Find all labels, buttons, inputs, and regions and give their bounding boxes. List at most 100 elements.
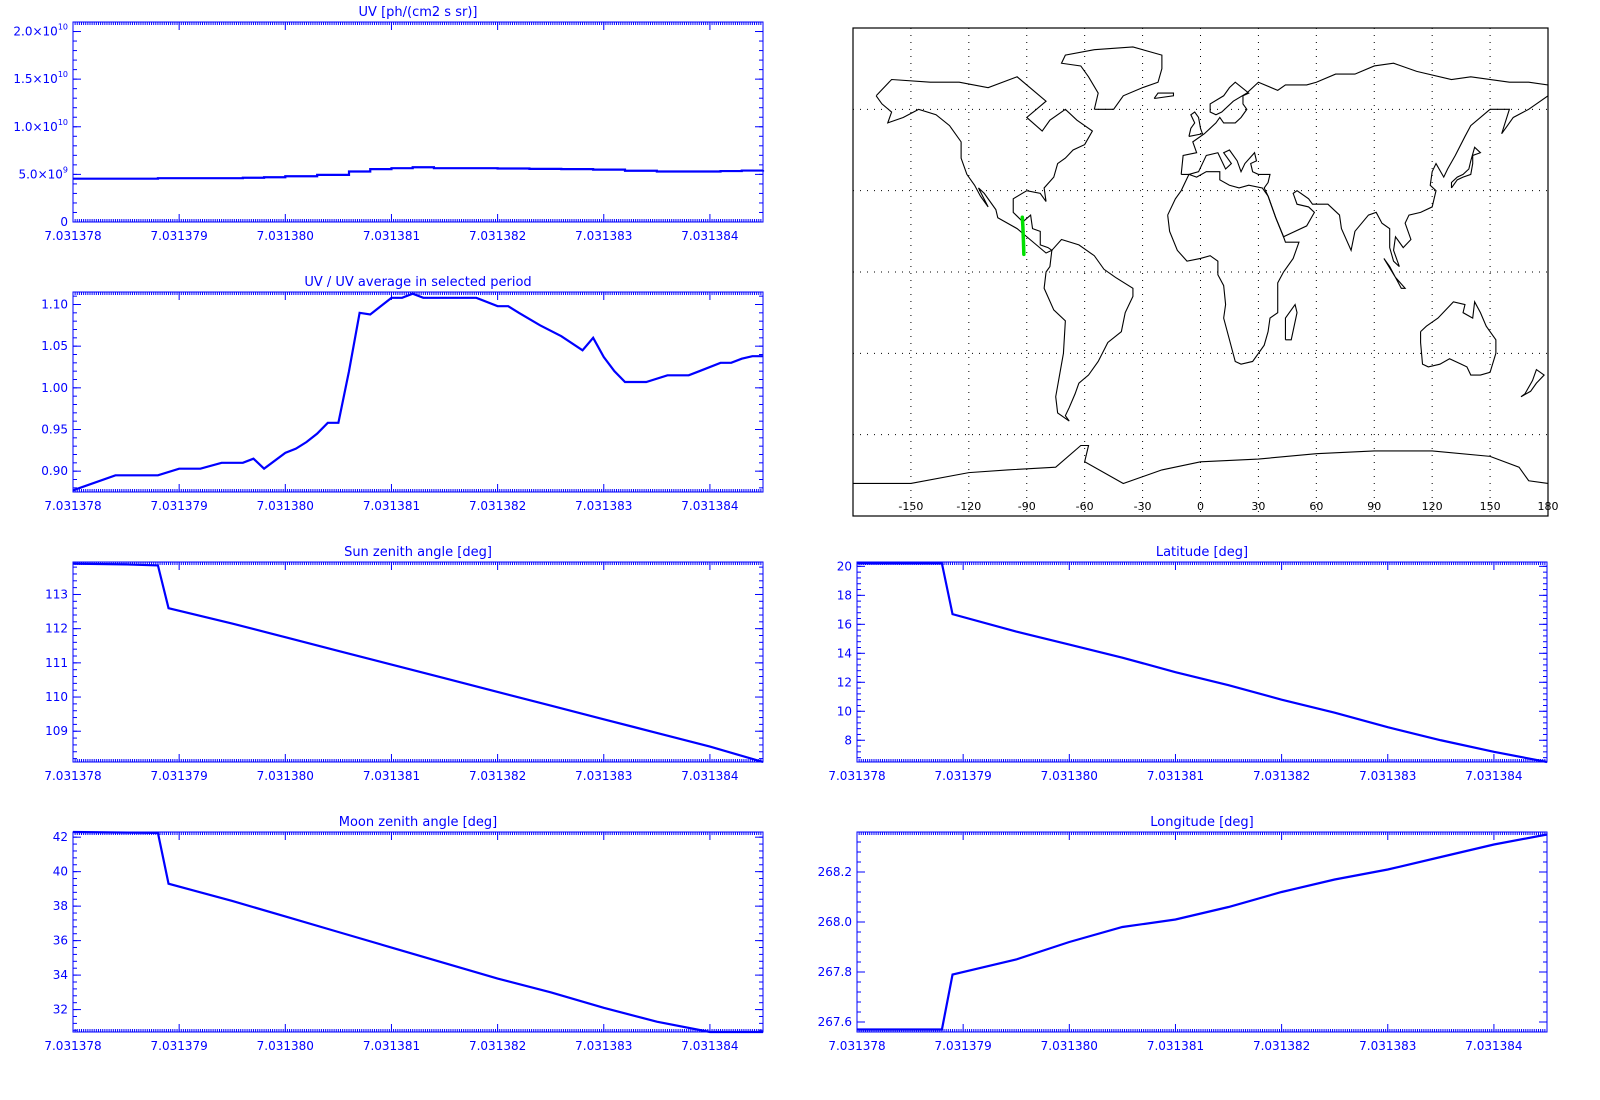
coastline (1167, 171, 1300, 365)
coastline (1284, 303, 1298, 341)
plot-frame (72, 561, 764, 763)
y-tick-label: 16 (837, 617, 852, 631)
y-tick-label: 1.0×1010 (13, 118, 68, 134)
y-tick-label: 268.0 (818, 915, 852, 929)
y-tick-exponent: 10 (58, 70, 68, 79)
y-tick-label: 18 (837, 588, 852, 602)
y-tick-exponent: 10 (58, 118, 68, 127)
y-tick-label: 109 (45, 724, 68, 738)
x-tick-label: 7.031379 (151, 499, 208, 513)
coastline (1520, 368, 1545, 398)
coastline (1383, 258, 1407, 289)
chart-panel-6: Longitude [deg] 7.031378 7.031379 7.031380 7… (818, 815, 1548, 1053)
x-tick-label: 7.031379 (935, 769, 992, 783)
x-tick-label: 7.031379 (151, 229, 208, 243)
y-tick-label: 42 (53, 830, 68, 844)
y-tick-mantissa: 2.0×10 (13, 25, 57, 39)
y-tick-label: 0.95 (41, 423, 68, 437)
x-tick-label: 7.031381 (363, 1039, 420, 1053)
y-tick-label: 5.0×109 (18, 165, 68, 181)
coastline (1060, 46, 1163, 110)
x-tick-label: 7.031378 (44, 769, 101, 783)
map-lon-label: -90 (1018, 500, 1036, 513)
y-tick-label: 112 (45, 622, 68, 636)
y-tick-label: 0.90 (41, 464, 68, 478)
y-tick-label: 32 (53, 1003, 68, 1017)
plot-frame (856, 831, 1548, 1033)
y-tick-exponent: 10 (58, 23, 68, 32)
orbit-track (1020, 215, 1026, 257)
chart-title: UV [ph/(cm2 s sr)] (359, 5, 478, 20)
y-tick-mantissa: 5.0×10 (18, 167, 62, 181)
series-line (73, 166, 765, 180)
plot-frame (72, 21, 764, 223)
y-tick-label: 268.2 (818, 865, 852, 879)
x-tick-label: 7.031381 (363, 769, 420, 783)
y-tick-label: 110 (45, 690, 68, 704)
x-tick-label: 7.031380 (1041, 769, 1098, 783)
x-tick-label: 7.031383 (575, 769, 632, 783)
series-line (857, 562, 1548, 764)
x-tick-label: 7.031384 (681, 499, 738, 513)
coastline (1420, 300, 1497, 376)
x-tick-label: 7.031383 (575, 1039, 632, 1053)
y-tick-label: 113 (45, 587, 68, 601)
plot-frame (72, 291, 764, 493)
chart-title: Latitude [deg] (1156, 545, 1248, 560)
chart-panel-1: UV [ph/(cm2 s sr)] 7.031378 7.031379 7.0313… (13, 5, 765, 243)
y-tick-label: 34 (53, 968, 68, 982)
y-tick-mantissa: 1.0×10 (13, 120, 57, 134)
map-lon-label: -60 (1076, 500, 1094, 513)
x-tick-label: 7.031380 (257, 499, 314, 513)
y-tick-label: 0 (60, 215, 68, 229)
y-tick-mantissa: 1.5×10 (13, 72, 57, 86)
x-tick-label: 7.031381 (1147, 1039, 1204, 1053)
map-lon-label: 30 (1251, 500, 1265, 513)
chart-title: UV / UV average in selected period (304, 275, 531, 290)
y-tick-label: 1.5×1010 (13, 70, 68, 86)
x-tick-label: 7.031382 (469, 229, 526, 243)
coastline (1450, 146, 1482, 189)
x-tick-label: 7.031379 (935, 1039, 992, 1053)
map-lon-label: 90 (1367, 500, 1381, 513)
series-line (72, 830, 763, 1034)
x-tick-label: 7.031382 (469, 1039, 526, 1053)
plot-frame (72, 831, 764, 1033)
x-tick-label: 7.031381 (363, 229, 420, 243)
map-lon-label: 60 (1309, 500, 1323, 513)
map-lon-label: -30 (1134, 500, 1152, 513)
x-tick-label: 7.031383 (1359, 1039, 1416, 1053)
y-tick-label: 267.8 (818, 965, 852, 979)
x-tick-label: 7.031383 (575, 499, 632, 513)
chart-panel-5: Moon zenith angle [deg] 7.031378 7.031379 7… (44, 815, 764, 1053)
x-tick-label: 7.031381 (1147, 769, 1204, 783)
chart-panel-3: Sun zenith angle [deg] 7.031378 7.031379 7.… (44, 545, 764, 783)
coastline (853, 444, 1549, 485)
x-tick-label: 7.031378 (828, 1039, 885, 1053)
coastline (1188, 111, 1204, 137)
x-tick-label: 7.031382 (1253, 769, 1310, 783)
map-lon-label: -120 (956, 500, 981, 513)
y-tick-label: 36 (53, 934, 68, 948)
x-tick-label: 7.031380 (257, 1039, 314, 1053)
x-tick-label: 7.031378 (44, 1039, 101, 1053)
coastline (1153, 92, 1175, 100)
x-tick-label: 7.031378 (828, 769, 885, 783)
x-tick-label: 7.031381 (363, 499, 420, 513)
x-tick-label: 7.031382 (1253, 1039, 1310, 1053)
y-tick-label: 1.00 (41, 381, 68, 395)
x-tick-label: 7.031384 (681, 229, 738, 243)
y-tick-label: 8 (844, 733, 852, 747)
chart-title: Longitude [deg] (1150, 815, 1253, 830)
y-tick-mantissa: 0 (60, 215, 68, 229)
x-tick-label: 7.031382 (469, 499, 526, 513)
y-tick-label: 20 (837, 559, 852, 573)
map-lon-label: -150 (898, 500, 923, 513)
x-tick-label: 7.031380 (257, 229, 314, 243)
x-tick-label: 7.031384 (1465, 769, 1522, 783)
x-tick-label: 7.031383 (575, 229, 632, 243)
plot-frame (856, 561, 1548, 763)
map-frame (852, 27, 1549, 517)
y-tick-label: 40 (53, 865, 68, 879)
